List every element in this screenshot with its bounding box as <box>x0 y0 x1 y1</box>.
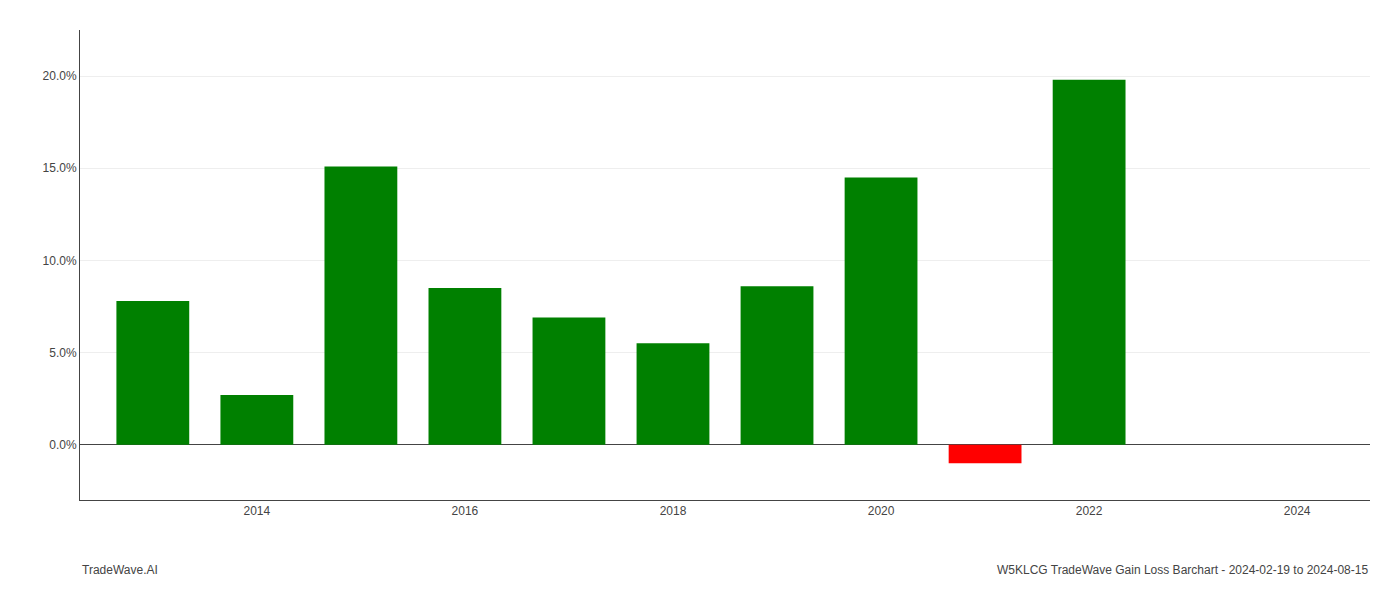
svg-text:2020: 2020 <box>868 504 895 518</box>
svg-text:2024: 2024 <box>1284 504 1311 518</box>
svg-text:2014: 2014 <box>243 504 270 518</box>
svg-text:0.0%: 0.0% <box>49 438 77 452</box>
svg-text:TradeWave.AI: TradeWave.AI <box>82 563 158 577</box>
svg-text:2018: 2018 <box>660 504 687 518</box>
svg-text:10.0%: 10.0% <box>43 254 77 268</box>
svg-text:2016: 2016 <box>452 504 479 518</box>
svg-text:2022: 2022 <box>1076 504 1103 518</box>
svg-text:20.0%: 20.0% <box>43 69 77 83</box>
svg-text:5.0%: 5.0% <box>49 346 77 360</box>
svg-text:W5KLCG TradeWave Gain Loss Bar: W5KLCG TradeWave Gain Loss Barchart - 20… <box>997 563 1368 577</box>
svg-text:15.0%: 15.0% <box>43 161 77 175</box>
